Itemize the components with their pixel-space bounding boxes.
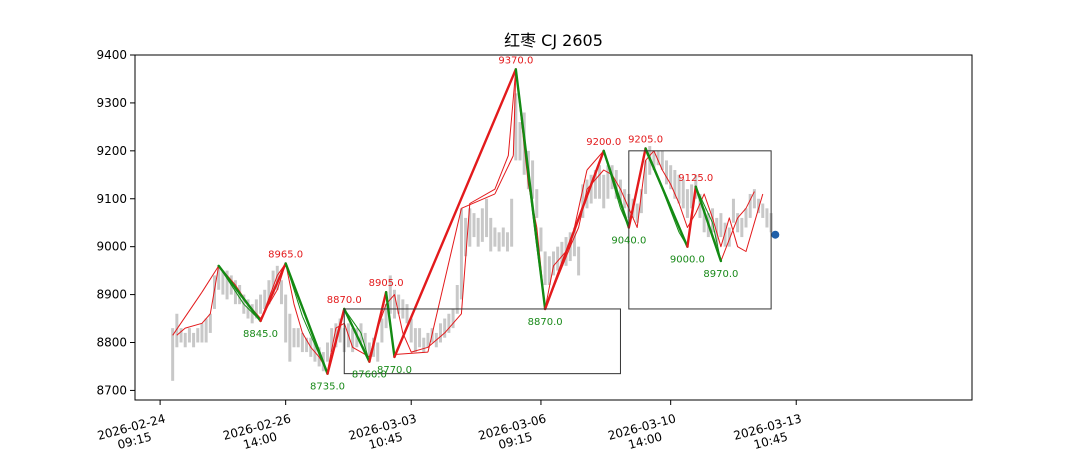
- zigzag-thin-segment: [737, 208, 747, 219]
- zigzag-thick-segment: [343, 307, 371, 363]
- consolidation-box: [628, 150, 772, 310]
- y-tick-label: 9100: [96, 192, 127, 206]
- zigzag-thick-segment: [284, 262, 329, 375]
- zigzag-thick-segment: [686, 185, 697, 248]
- zigzag-thick-segment: [627, 147, 647, 229]
- y-tick-label: 9200: [96, 144, 127, 158]
- peak-label: 8905.0: [369, 278, 404, 289]
- zigzag-thin-segment: [461, 193, 496, 209]
- trough-label: 8770.0: [377, 365, 412, 376]
- trough-label: 8735.0: [310, 382, 345, 393]
- peak-label: 9200.0: [586, 137, 621, 148]
- zigzag-thin-segment: [586, 150, 605, 171]
- trough-label: 8870.0: [528, 317, 563, 328]
- trough-label: 9000.0: [670, 255, 705, 266]
- y-tick-label: 9300: [96, 96, 127, 110]
- peak-label: 9370.0: [498, 55, 533, 66]
- consolidation-box: [343, 308, 621, 375]
- trough-label: 9040.0: [611, 236, 646, 247]
- zigzag-thick-segment: [368, 290, 388, 363]
- y-tick-label: 9400: [96, 48, 127, 62]
- zigzag-thick-segment: [602, 149, 631, 229]
- y-tick-label: 8800: [96, 336, 127, 350]
- zigzag-thin-segment: [172, 291, 203, 336]
- zigzag-thick-segment: [543, 149, 605, 311]
- peak-label: 9205.0: [628, 134, 663, 145]
- trough-label: 8760.0: [352, 370, 387, 381]
- zigzag-thin-segment: [427, 208, 462, 353]
- zigzag-thin-segment: [745, 191, 755, 209]
- zigzag-thick-segment: [326, 307, 346, 375]
- peak-label: 8965.0: [268, 249, 303, 260]
- zigzag-thin-segment: [512, 69, 517, 156]
- zigzag-thin-segment: [494, 155, 514, 195]
- plot-frame: [134, 54, 973, 401]
- zigzag-thin-segment: [201, 265, 220, 293]
- zigzag-thick-segment: [644, 147, 689, 248]
- zigzag-thick-segment: [393, 68, 518, 359]
- last-price-marker: [771, 230, 780, 239]
- y-tick-label: 9000: [96, 240, 127, 254]
- trough-label: 8845.0: [243, 329, 278, 340]
- peak-label: 8870.0: [327, 295, 362, 306]
- zigzag-thin-segment: [394, 351, 428, 355]
- zigzag-thick-segment: [694, 185, 723, 263]
- zigzag-thin-segment: [720, 217, 739, 262]
- zigzag-thick-segment: [514, 68, 547, 311]
- zigzag-thick-segment: [384, 290, 396, 359]
- chart-title: 红枣 CJ 2605: [504, 31, 603, 50]
- peak-label: 9125.0: [678, 173, 713, 184]
- y-tick-label: 8700: [96, 383, 127, 397]
- zigzag-thick-segment: [259, 262, 287, 323]
- zigzag-thin-segment: [301, 315, 320, 355]
- price-line: [176, 68, 764, 372]
- trough-label: 8970.0: [703, 269, 738, 280]
- y-tick-label: 8900: [96, 288, 127, 302]
- zigzag-thick-segment: [217, 264, 262, 323]
